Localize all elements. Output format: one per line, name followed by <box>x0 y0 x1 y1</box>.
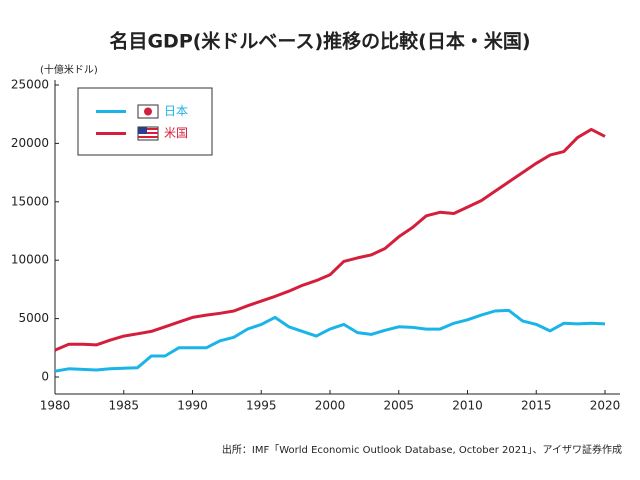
y-tick-label: 20000 <box>11 136 49 150</box>
series-line <box>54 308 606 373</box>
x-tick-label: 2000 <box>315 399 346 413</box>
y-tick-label: 5000 <box>18 311 49 325</box>
x-tick-label: 2005 <box>383 399 414 413</box>
source-note: 出所：IMF「World Economic Outlook Database, … <box>222 443 622 456</box>
chart-title: 名目GDP(米ドルベース)推移の比較(日本・米国) <box>109 30 530 53</box>
series-line <box>54 127 606 352</box>
flag-us <box>137 126 159 141</box>
x-tick-label: 1990 <box>177 399 208 413</box>
x-tick-label: 1995 <box>246 399 277 413</box>
y-tick-label: 15000 <box>11 194 49 208</box>
y-tick-label: 10000 <box>11 253 49 267</box>
y-tick-label: 0 <box>41 370 49 384</box>
x-tick-label: 2015 <box>521 399 552 413</box>
y-tick-label: 25000 <box>11 78 49 92</box>
x-tick-label: 1980 <box>40 399 71 413</box>
x-tick-label: 2020 <box>590 399 621 413</box>
x-tick-label: 1985 <box>108 399 139 413</box>
legend-label: 米国 <box>164 126 188 140</box>
legend-label: 日本 <box>164 104 188 118</box>
flag-japan <box>137 104 159 119</box>
y-axis-label: (十億米ドル) <box>40 63 98 76</box>
legend-box <box>77 87 213 156</box>
x-tick-label: 2010 <box>452 399 483 413</box>
